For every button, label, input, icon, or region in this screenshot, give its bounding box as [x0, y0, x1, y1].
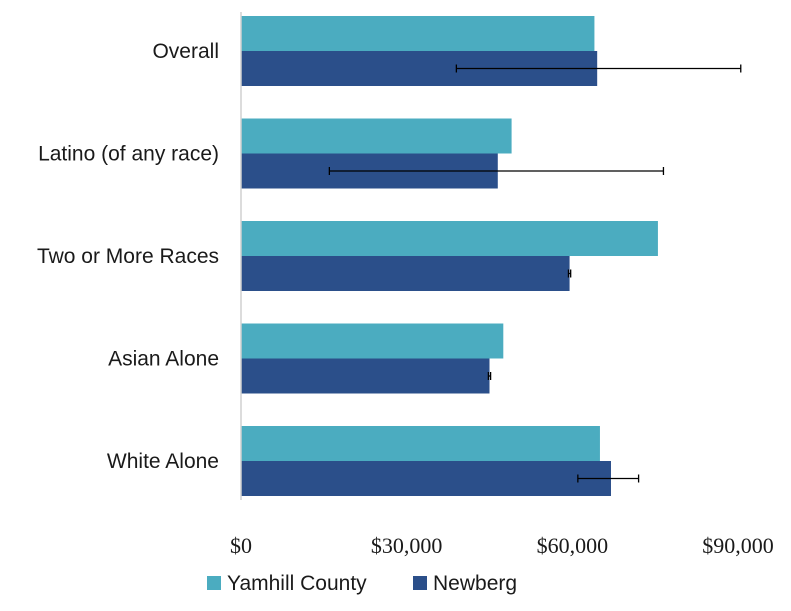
x-tick-label: $60,000: [537, 533, 609, 558]
legend: Yamhill County Newberg: [207, 572, 517, 595]
bar-newberg-3: [241, 358, 490, 394]
bar-yamhill-county-1: [241, 118, 512, 154]
legend-label: Newberg: [433, 572, 517, 595]
error-bar-newberg-0: [455, 64, 742, 73]
legend-label: Yamhill County: [227, 572, 367, 595]
legend-swatch: [207, 576, 221, 590]
x-tick-label: $0: [230, 533, 252, 558]
bar-yamhill-county-3: [241, 323, 504, 359]
category-label: Asian Alone: [108, 348, 219, 371]
error-bar-newberg-1: [328, 167, 665, 175]
bar-yamhill-county-2: [241, 221, 658, 256]
bar-newberg-4: [241, 461, 611, 496]
error-bar-newberg-4: [577, 474, 640, 483]
bars: [241, 16, 658, 496]
bar-yamhill-county-0: [241, 16, 595, 51]
x-tick-label: $90,000: [702, 533, 774, 558]
category-label: Two or More Races: [37, 245, 219, 268]
error-bar-newberg-2: [567, 269, 572, 278]
error-bars: [328, 64, 742, 483]
category-label: Overall: [152, 40, 219, 63]
category-labels: Overall Latino (of any race) Two or More R…: [37, 40, 219, 473]
bar-yamhill-county-4: [241, 426, 600, 461]
bar-newberg-2: [241, 256, 570, 291]
error-bar-newberg-3: [487, 372, 492, 380]
legend-item: Newberg: [413, 572, 517, 595]
legend-swatch: [413, 576, 427, 590]
category-label: Latino (of any race): [38, 143, 219, 166]
legend-item: Yamhill County: [207, 572, 367, 595]
x-tick-labels: $0 $30,000 $60,000 $90,000: [230, 533, 774, 558]
category-label: White Alone: [107, 450, 219, 473]
x-tick-label: $30,000: [371, 533, 443, 558]
